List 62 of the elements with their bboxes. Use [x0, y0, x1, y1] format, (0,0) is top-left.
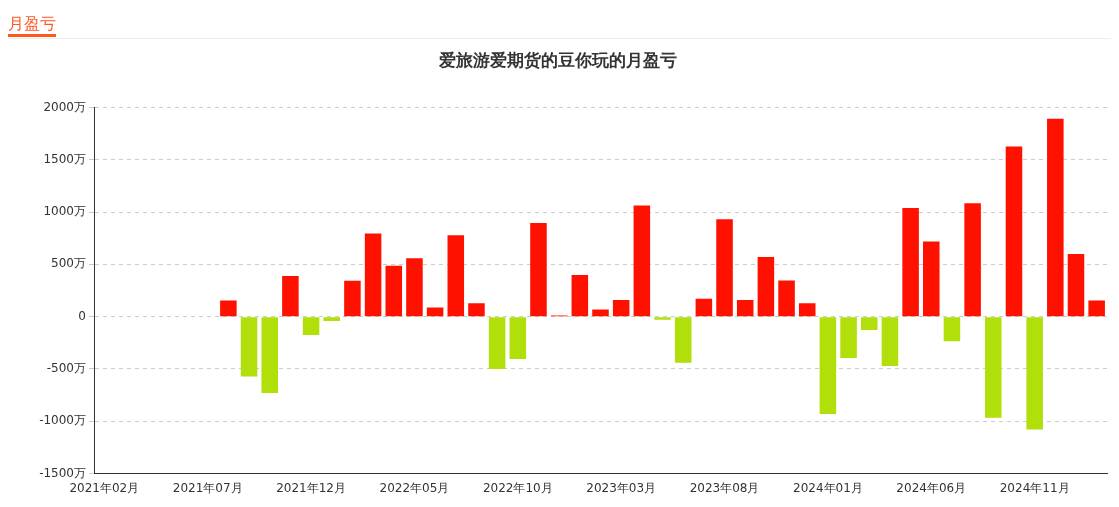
x-tick-label: 2023年08月: [689, 480, 760, 495]
bar: [902, 207, 919, 317]
text: 月盈亏: [8, 14, 56, 37]
bar: [612, 299, 630, 317]
bar: [798, 303, 816, 317]
y-tick-label: 2000万: [43, 99, 86, 114]
y-tick-label: 500万: [51, 256, 86, 271]
bar: [1067, 254, 1085, 317]
bar: [447, 235, 465, 317]
bar: [220, 300, 237, 317]
bar: [1005, 146, 1023, 317]
bar: [840, 317, 857, 358]
bar: [923, 241, 940, 317]
bar: [240, 317, 258, 377]
bar: [323, 317, 341, 322]
bar: [757, 257, 775, 317]
x-tick-label: 2024年06月: [896, 480, 967, 495]
bar: [406, 258, 423, 317]
y-tick-label: -500万: [46, 361, 86, 376]
bar: [1047, 118, 1064, 317]
bar: [426, 307, 444, 317]
bar: [571, 274, 589, 317]
bar: [530, 223, 547, 317]
bar: [860, 317, 878, 330]
x-tick-label: 2023年03月: [586, 480, 657, 495]
bar: [943, 317, 961, 342]
bar: [819, 317, 837, 415]
bar: [364, 233, 382, 317]
bar: [509, 317, 527, 360]
x-tick-label: 2021年02月: [69, 480, 140, 495]
bar: [736, 299, 754, 317]
x-tick-label: 2021年12月: [276, 480, 346, 495]
x-tick-label: 2024年01月: [793, 480, 863, 495]
bar: [488, 317, 506, 369]
bar: [654, 317, 671, 320]
x-tick-label: 2022年05月: [379, 480, 450, 495]
x-tick-label: 2022年10月: [482, 480, 553, 495]
bar: [674, 317, 692, 363]
bar: [344, 280, 361, 317]
bar: [633, 205, 651, 317]
chart-title: 爱旅游爱期货的豆你玩的月盈亏: [437, 49, 677, 70]
bar: [385, 265, 403, 317]
y-tick-label: 1500万: [43, 151, 86, 166]
y-tick-label: -1500万: [39, 465, 86, 480]
bar: [1026, 317, 1043, 430]
bar: [592, 309, 609, 317]
bar: [1088, 300, 1105, 317]
bar: [468, 303, 485, 317]
bar: [302, 317, 320, 336]
bar: [881, 317, 899, 366]
y-tick-label: 0: [78, 308, 86, 323]
bar: [261, 317, 278, 393]
x-tick-label: 2021年07月: [172, 480, 243, 495]
bar: [778, 280, 795, 317]
bar: [964, 203, 981, 317]
y-tick-label: 1000万: [43, 204, 86, 219]
bar: [716, 219, 733, 317]
y-tick-label: -1000万: [39, 413, 86, 428]
x-tick-label: 2024年11月: [999, 480, 1070, 495]
bar: [282, 275, 299, 317]
bar: [695, 298, 713, 317]
bar: [985, 317, 1002, 418]
